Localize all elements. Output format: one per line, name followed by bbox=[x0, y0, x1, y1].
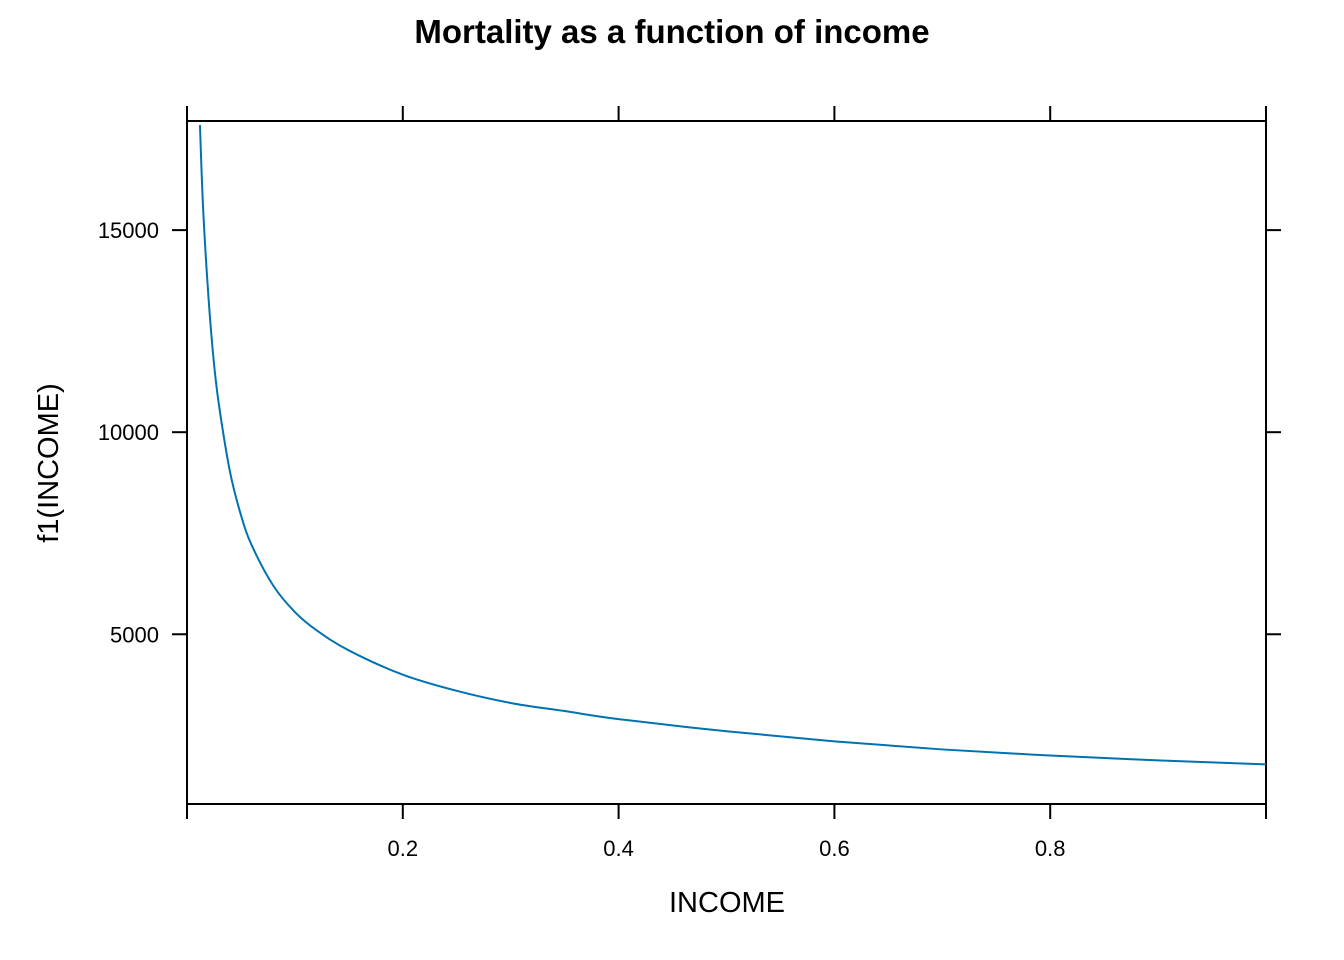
x-tick-label: 0.8 bbox=[1035, 836, 1066, 861]
x-tick-label: 0.6 bbox=[819, 836, 850, 861]
x-tick-label: 0.4 bbox=[603, 836, 634, 861]
x-axis-label: INCOME bbox=[669, 887, 785, 919]
x-tick-label: 0.2 bbox=[388, 836, 419, 861]
y-tick-label: 10000 bbox=[98, 420, 159, 445]
y-axis-label: f1(INCOME) bbox=[33, 383, 65, 543]
y-tick-label: 15000 bbox=[98, 218, 159, 243]
y-axis: 5000 10000 15000 bbox=[98, 218, 1281, 647]
y-tick-label: 5000 bbox=[110, 622, 159, 647]
x-axis: 0.2 0.4 0.6 0.8 bbox=[186, 106, 1267, 861]
plot-frame bbox=[186, 120, 1267, 805]
series-line bbox=[198, 125, 1267, 766]
series-layer bbox=[198, 125, 1267, 766]
chart-title: Mortality as a function of income bbox=[414, 13, 929, 50]
